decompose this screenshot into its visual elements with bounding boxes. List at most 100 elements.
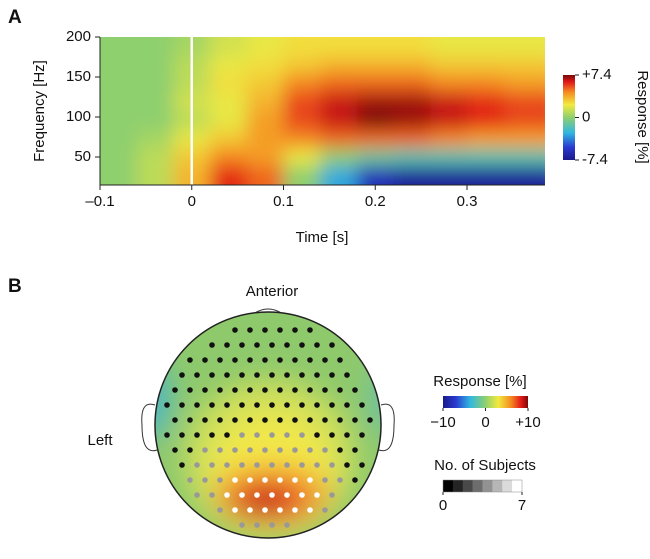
heat-cell <box>430 147 468 167</box>
electrode <box>337 447 343 453</box>
electrode <box>337 357 343 363</box>
heat-cell <box>430 166 468 185</box>
heat-cell <box>467 129 505 149</box>
electrode <box>269 522 275 528</box>
electrode <box>232 327 238 333</box>
colorbar <box>563 75 575 160</box>
electrode <box>314 432 320 438</box>
heat-cell <box>393 129 431 149</box>
electrode <box>187 387 193 393</box>
electrode <box>209 492 215 498</box>
y-tick-label: 50 <box>74 148 91 165</box>
electrode <box>344 432 350 438</box>
heat-cell <box>210 55 248 75</box>
heat-cell <box>320 92 358 112</box>
heat-cell <box>393 74 431 94</box>
electrode <box>262 417 268 423</box>
heat-cell <box>430 74 468 94</box>
colorbar-label: Response [%] <box>433 373 526 390</box>
electrode <box>254 462 260 468</box>
topography <box>155 312 381 538</box>
count-swatch <box>472 480 483 492</box>
heat-cell <box>100 129 138 149</box>
heat-cell <box>467 147 505 167</box>
electrode <box>307 357 313 363</box>
electrode <box>187 357 193 363</box>
electrode <box>202 477 208 483</box>
electrode <box>307 447 313 453</box>
electrode <box>277 447 283 453</box>
heat-cell <box>100 55 138 75</box>
electrode <box>337 417 343 423</box>
electrode <box>277 507 283 513</box>
heat-cell <box>356 37 395 57</box>
electrode <box>254 432 260 438</box>
electrode <box>179 462 185 468</box>
heat-cell <box>430 111 468 130</box>
electrode <box>209 402 215 408</box>
electrode <box>284 432 290 438</box>
x-tick-label: 0.3 <box>457 193 478 210</box>
electrode <box>209 462 215 468</box>
electrode <box>299 462 305 468</box>
electrode <box>269 492 275 498</box>
electrode <box>277 417 283 423</box>
electrode <box>187 417 193 423</box>
colorbar-tick-label: −10 <box>430 414 455 431</box>
colorbar-tick-label: +7.4 <box>582 66 612 83</box>
electrode <box>299 492 305 498</box>
electrode <box>202 447 208 453</box>
electrode <box>247 357 253 363</box>
electrode <box>337 477 343 483</box>
electrode <box>352 387 358 393</box>
colorbar-tick-label: +10 <box>515 414 540 431</box>
heat-cell <box>467 55 505 75</box>
electrode <box>359 462 365 468</box>
count-swatch <box>482 480 493 492</box>
electrode <box>322 447 328 453</box>
electrode <box>329 372 335 378</box>
electrode <box>277 327 283 333</box>
electrode <box>262 507 268 513</box>
electrode <box>232 477 238 483</box>
colorbar-label: Response [%] <box>634 70 650 163</box>
heat-cell <box>356 74 395 94</box>
electrode <box>217 477 223 483</box>
count-swatch <box>462 480 473 492</box>
electrode <box>344 462 350 468</box>
heat-cell <box>100 92 138 112</box>
electrode <box>269 402 275 408</box>
electrode <box>217 357 223 363</box>
x-axis-label: Time [s] <box>296 229 349 246</box>
electrode <box>307 507 313 513</box>
heat-cell <box>320 166 358 185</box>
electrode <box>352 417 358 423</box>
electrode <box>292 507 298 513</box>
heat-cell <box>246 166 285 185</box>
heat-cell <box>246 129 285 149</box>
electrode <box>209 372 215 378</box>
heat-cell <box>503 37 545 57</box>
electrode <box>179 402 185 408</box>
heat-cell <box>503 74 545 94</box>
electrode <box>299 372 305 378</box>
electrode <box>277 477 283 483</box>
x-tick-label: –0.1 <box>85 193 114 210</box>
electrode <box>202 417 208 423</box>
heat-cell <box>320 74 358 94</box>
electrode <box>344 402 350 408</box>
electrode <box>284 402 290 408</box>
electrode <box>322 507 328 513</box>
count-swatch <box>443 480 454 492</box>
electrode <box>284 342 290 348</box>
electrode <box>314 402 320 408</box>
electrode <box>217 507 223 513</box>
electrode <box>239 372 245 378</box>
heat-cell <box>283 74 321 94</box>
heat-cell <box>503 111 545 130</box>
heat-cell <box>136 111 174 130</box>
heat-cell <box>320 129 358 149</box>
electrode <box>179 372 185 378</box>
electrode <box>194 402 200 408</box>
